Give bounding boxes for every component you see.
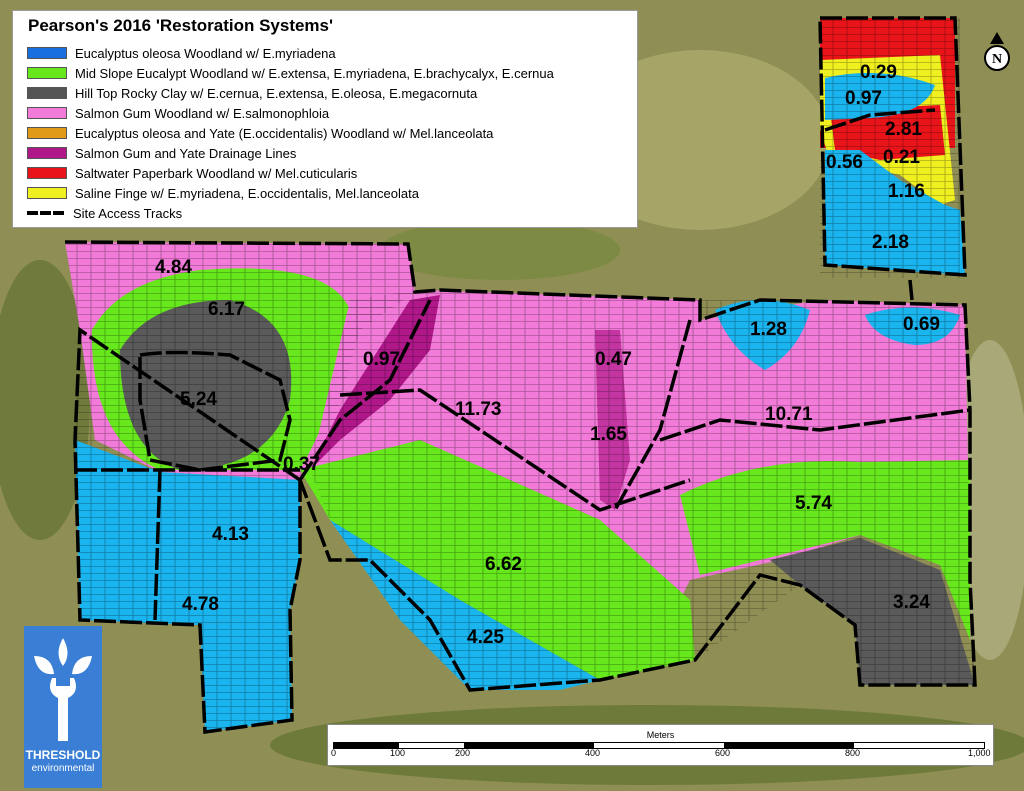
area-label: 1.65 — [590, 424, 627, 445]
legend-label: Salmon Gum and Yate Drainage Lines — [75, 145, 297, 161]
north-label: N — [992, 52, 1002, 67]
scale-tick: 0 — [331, 748, 337, 758]
legend-label: Eucalyptus oleosa Woodland w/ E.myriaden… — [75, 45, 336, 61]
area-label: 4.13 — [212, 524, 249, 545]
logo-text: THRESHOLD — [25, 748, 101, 762]
legend-item: Eucalyptus oleosa Woodland w/ E.myriaden… — [27, 44, 336, 62]
legend-label: Site Access Tracks — [73, 205, 183, 221]
area-label: 11.73 — [455, 399, 502, 420]
legend-swatch — [27, 107, 67, 119]
legend-item: Mid Slope Eucalypt Woodland w/ E.extensa… — [27, 64, 554, 82]
area-label: 5.74 — [795, 493, 832, 514]
legend-item: Hill Top Rocky Clay w/ E.cernua, E.exten… — [27, 84, 477, 102]
legend-swatch — [27, 211, 65, 215]
area-label: 4.25 — [467, 627, 504, 648]
legend-swatch — [27, 87, 67, 99]
area-label: 4.84 — [155, 257, 192, 278]
area-label: 0.47 — [595, 349, 632, 370]
legend-label: Saline Finge w/ E.myriadena, E.occidenta… — [75, 185, 419, 201]
brick-texture — [65, 18, 975, 732]
scale-tick: 200 — [455, 748, 471, 758]
legend-swatch — [27, 147, 67, 159]
legend-item: Salmon Gum Woodland w/ E.salmonophloia — [27, 104, 329, 122]
area-label: 0.97 — [845, 88, 882, 109]
area-label: 1.28 — [750, 319, 787, 340]
tree-wrench-icon — [34, 638, 92, 741]
north-arrow-icon: N — [984, 32, 1010, 71]
area-label: 4.78 — [182, 594, 219, 615]
area-labels: 4.84 6.17 5.24 0.97 0.37 4.13 4.78 11.73… — [155, 62, 940, 648]
area-label: 2.81 — [885, 119, 922, 140]
legend-item: Salmon Gum and Yate Drainage Lines — [27, 144, 296, 162]
scale-tick: 800 — [845, 748, 861, 758]
threshold-logo: THRESHOLD environmental — [24, 626, 102, 788]
legend-label: Eucalyptus oleosa and Yate (E.occidental… — [75, 125, 494, 141]
legend-title: Pearson's 2016 'Restoration Systems' — [28, 16, 334, 35]
legend-swatch — [27, 187, 67, 199]
area-label: 10.71 — [765, 404, 813, 425]
area-label: 0.29 — [860, 62, 897, 83]
legend-swatch — [27, 67, 67, 79]
legend-swatch — [27, 167, 67, 179]
scale-tick: 400 — [585, 748, 601, 758]
area-label: 1.16 — [888, 181, 925, 202]
area-label: 0.37 — [283, 454, 320, 475]
legend-label: Mid Slope Eucalypt Woodland w/ E.extensa… — [75, 65, 554, 81]
north-arrow: N — [982, 30, 1012, 79]
scale-bar-graphic — [333, 742, 985, 749]
area-label: 0.21 — [883, 147, 920, 168]
scale-tick: 600 — [715, 748, 731, 758]
legend-label: Hill Top Rocky Clay w/ E.cernua, E.exten… — [75, 85, 478, 101]
legend-item: Saline Finge w/ E.myriadena, E.occidenta… — [27, 184, 419, 202]
logo-subtext: environmental — [31, 763, 95, 774]
legend-swatch — [27, 47, 67, 59]
legend-label: Saltwater Paperbark Woodland w/ Mel.cuti… — [75, 165, 358, 181]
scale-unit: Meters — [646, 730, 675, 740]
area-label: 0.97 — [363, 349, 400, 370]
map-legend: Pearson's 2016 'Restoration Systems' Euc… — [12, 10, 638, 228]
legend-label: Salmon Gum Woodland w/ E.salmonophloia — [75, 105, 330, 121]
scale-bar: Meters 0 100 200 400 600 800 1,000 — [327, 724, 994, 766]
legend-item: Eucalyptus oleosa and Yate (E.occidental… — [27, 124, 493, 142]
area-label: 2.18 — [872, 232, 909, 253]
area-label: 3.24 — [893, 592, 930, 613]
area-label: 0.69 — [903, 314, 940, 335]
legend-swatch — [27, 127, 67, 139]
area-label: 6.62 — [485, 554, 522, 575]
legend-item: Site Access Tracks — [27, 204, 182, 222]
scale-tick: 100 — [390, 748, 406, 758]
legend-item: Saltwater Paperbark Woodland w/ Mel.cuti… — [27, 164, 357, 182]
site-access-tracks — [64, 16, 977, 734]
scale-tick: 1,000 — [968, 748, 991, 758]
area-label: 0.56 — [826, 152, 863, 173]
area-label: 5.24 — [180, 389, 217, 410]
area-label: 6.17 — [208, 299, 245, 320]
